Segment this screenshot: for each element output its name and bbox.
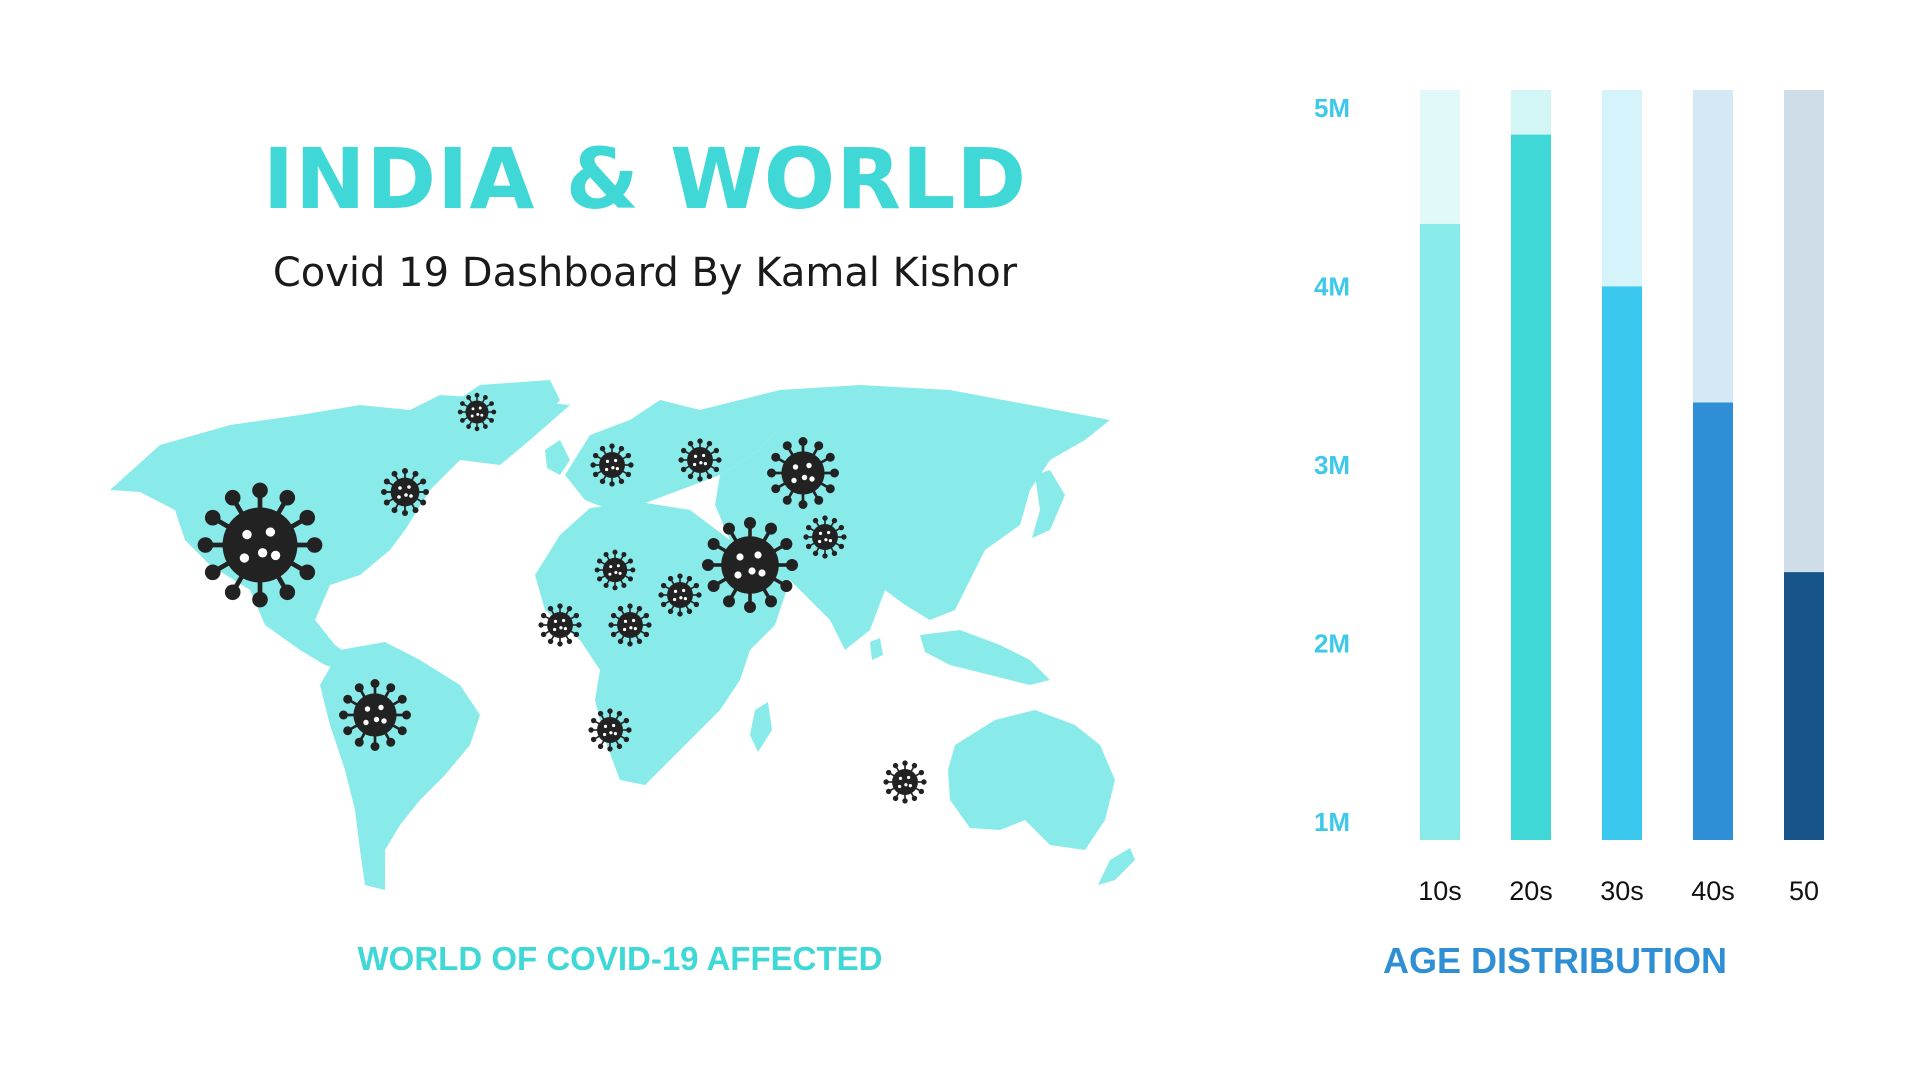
south-america xyxy=(320,642,480,890)
chart-caption: AGE DISTRIBUTION xyxy=(1382,940,1727,981)
y-tick-label: 1M xyxy=(1314,807,1350,837)
europe xyxy=(565,400,780,510)
virus-icon xyxy=(339,679,411,751)
bars xyxy=(1420,134,1824,841)
x-tick-label: 50 xyxy=(1789,876,1819,906)
y-tick-label: 4M xyxy=(1314,271,1350,301)
virus-icon xyxy=(658,573,702,617)
x-tick-label: 20s xyxy=(1509,876,1553,906)
age-distribution-chart: 1M 2M 3M 4M 5M 10s 20s 30s 40s 50 xyxy=(1314,90,1824,906)
virus-icon xyxy=(457,392,497,432)
page-title: INDIA & WORLD xyxy=(262,130,1028,228)
y-axis-ticks: 1M 2M 3M 4M 5M xyxy=(1314,93,1350,837)
virus-icon xyxy=(608,603,652,647)
virus-icon xyxy=(381,468,429,516)
virus-icon xyxy=(197,482,323,608)
y-tick-label: 5M xyxy=(1314,93,1350,123)
bar-10s xyxy=(1420,223,1460,840)
bar-30s xyxy=(1602,286,1642,840)
x-tick-label: 30s xyxy=(1600,876,1644,906)
virus-markers xyxy=(197,392,927,804)
bar-20s xyxy=(1511,134,1551,841)
new-zealand xyxy=(1098,848,1135,885)
australia xyxy=(948,710,1115,850)
southeast-asia xyxy=(920,630,1050,685)
x-tick-label: 40s xyxy=(1691,876,1735,906)
virus-icon xyxy=(678,438,722,482)
virus-icon xyxy=(883,760,927,804)
virus-icon xyxy=(803,515,847,559)
sri-lanka xyxy=(870,638,883,660)
x-tick-label: 10s xyxy=(1418,876,1462,906)
virus-icon xyxy=(588,708,632,752)
world-map xyxy=(110,380,1135,890)
uk xyxy=(545,440,570,475)
virus-icon xyxy=(590,443,634,487)
bar-50 xyxy=(1784,572,1824,840)
virus-icon xyxy=(767,437,839,509)
bar-40s xyxy=(1693,402,1733,840)
map-caption: WORLD OF COVID-19 AFFECTED xyxy=(357,940,883,977)
y-tick-label: 2M xyxy=(1314,629,1350,659)
page-subtitle: Covid 19 Dashboard By Kamal Kishor xyxy=(272,250,1018,296)
japan xyxy=(1032,470,1065,538)
x-axis-ticks: 10s 20s 30s 40s 50 xyxy=(1418,876,1819,906)
virus-icon xyxy=(594,549,636,591)
virus-icon xyxy=(702,517,798,613)
north-america xyxy=(110,395,570,672)
y-tick-label: 3M xyxy=(1314,450,1350,480)
madagascar xyxy=(750,702,772,752)
virus-icon xyxy=(538,603,582,647)
